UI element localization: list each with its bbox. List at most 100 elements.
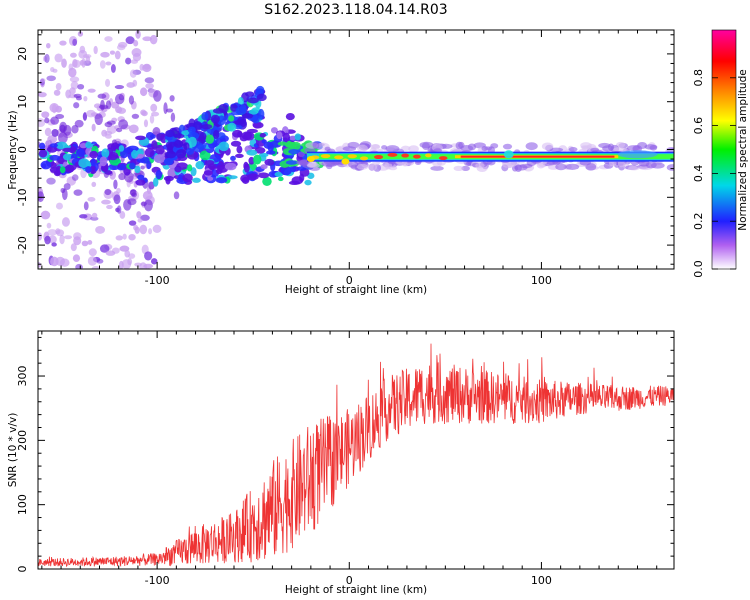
heatmap-blob — [53, 170, 61, 177]
heatmap-blob — [385, 145, 400, 153]
heatmap-blob — [137, 153, 144, 159]
heatmap-blob — [79, 45, 86, 54]
heatmap-blob — [276, 131, 283, 140]
heatmap-blob — [304, 179, 312, 186]
heatmap-blob — [39, 142, 46, 150]
heatmap-blob — [514, 164, 522, 172]
heatmap-blob — [565, 163, 580, 170]
heatmap-blob — [110, 64, 116, 73]
heatmap-blob — [61, 217, 70, 227]
heatmap-blob — [260, 164, 268, 170]
heatmap-blob — [252, 121, 264, 129]
heatmap-blob — [291, 176, 303, 185]
heatmap-blob — [45, 140, 51, 146]
colorbar-gradient — [711, 29, 737, 270]
heatmap-blob — [38, 191, 45, 203]
colorbar-tick-label: 0.2 — [692, 212, 705, 230]
heatmap-blob — [400, 145, 411, 151]
heatmap-blob — [247, 173, 259, 181]
heatmap-blob — [265, 150, 276, 155]
heatmap-blob — [46, 42, 51, 49]
heatmap-blob — [205, 134, 215, 144]
heatmap-blob — [186, 164, 193, 172]
heatmap-blob — [86, 109, 96, 118]
heatmap-blob — [525, 142, 538, 151]
heatmap-blob — [246, 149, 258, 156]
heatmap-blob — [91, 123, 96, 132]
heatmap-blob — [242, 113, 254, 119]
heatmap-blob — [137, 218, 143, 223]
heatmap-blob — [88, 248, 97, 257]
spectrogram-ytick-label: -20 — [16, 236, 29, 254]
heatmap-blob — [99, 156, 108, 167]
heatmap-blob — [44, 235, 51, 245]
heatmap-blob — [144, 147, 155, 158]
colorbar-tick-label: 0.4 — [692, 165, 705, 183]
heatmap-blob — [111, 247, 120, 254]
heatmap-blob — [85, 141, 92, 149]
heatmap-blob — [335, 146, 344, 152]
heatmap-blob — [46, 222, 52, 229]
snr-xtick-label: 0 — [346, 574, 353, 587]
heatmap-blob — [115, 127, 123, 133]
snr-panel: -100 0 100 0 100 200 300 Height of straight li… — [7, 330, 675, 596]
heatmap-blob — [453, 165, 464, 172]
heatmap-blob — [87, 88, 96, 93]
heatmap-blob — [113, 179, 118, 190]
heatmap-blob — [137, 174, 145, 180]
heatmap-blob — [207, 176, 214, 181]
heatmap-blob — [212, 108, 225, 114]
heatmap-blob — [149, 114, 155, 124]
heatmap-blob — [119, 163, 127, 171]
heatmap-blob — [139, 262, 148, 269]
heatmap-blob — [51, 129, 59, 137]
heatmap-blob — [140, 165, 145, 170]
heatmap-blob — [75, 263, 83, 269]
snr-ytick-label: 300 — [16, 366, 29, 387]
heatmap-blob — [59, 40, 67, 46]
heatmap-blob — [128, 124, 139, 134]
heatmap-blob — [236, 145, 243, 154]
heatmap-blob — [141, 110, 148, 117]
spectrogram-xlabel: Height of straight line (km) — [285, 284, 427, 296]
heatmap-blob — [131, 149, 138, 159]
heatmap-blob — [262, 176, 272, 186]
heatmap-blob — [183, 142, 190, 151]
spectrogram-ytick-label: 0 — [16, 146, 29, 153]
heatmap-blob — [53, 89, 61, 96]
heatmap-blob — [192, 177, 201, 183]
heatmap-blob — [150, 103, 158, 112]
heatmap-blob — [117, 41, 128, 48]
heatmap-blob — [75, 96, 82, 101]
heatmap-blob — [227, 122, 237, 132]
heatmap-blob — [119, 211, 126, 219]
heatmap-blob — [341, 158, 350, 165]
heatmap-blob — [165, 176, 171, 185]
heatmap-blob — [72, 59, 81, 68]
heatmap-blob — [286, 140, 293, 148]
heatmap-blob — [87, 197, 96, 202]
heatmap-blob — [187, 126, 196, 134]
snr-xlabel: Height of straight line (km) — [285, 584, 427, 596]
heatmap-blob — [299, 159, 309, 167]
heatmap-blob — [149, 134, 156, 139]
heatmap-blob — [94, 113, 103, 126]
heatmap-blob — [75, 148, 86, 158]
heatmap-blob — [38, 118, 46, 127]
heatmap-blob — [107, 151, 119, 161]
heatmap-blob — [116, 187, 121, 194]
heatmap-blob — [155, 169, 163, 180]
heatmap-blob — [190, 167, 197, 177]
heatmap-blob — [132, 79, 138, 87]
heatmap-blob — [89, 150, 99, 159]
heatmap-blob — [174, 165, 182, 173]
heatmap-blob — [164, 151, 177, 159]
heatmap-blob — [373, 155, 384, 160]
heatmap-blob — [104, 188, 112, 196]
heatmap-blob — [74, 119, 84, 128]
heatmap-blob — [79, 214, 88, 219]
snr-ytick-label: 200 — [16, 430, 29, 451]
heatmap-blob — [412, 154, 421, 159]
heatmap-blob — [199, 131, 207, 142]
